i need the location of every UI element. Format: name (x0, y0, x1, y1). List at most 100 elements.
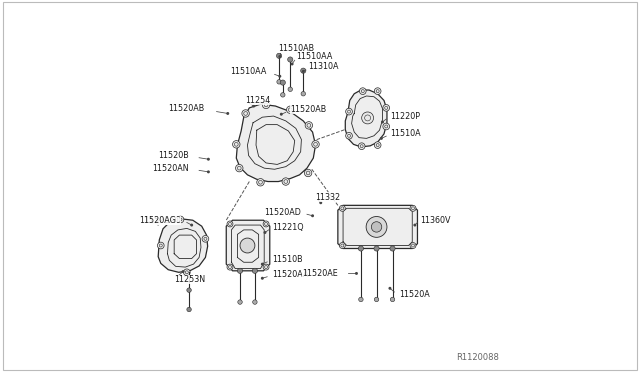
Text: 11520AE: 11520AE (302, 269, 338, 278)
Circle shape (346, 132, 353, 139)
Circle shape (302, 70, 305, 73)
Circle shape (263, 221, 269, 227)
Polygon shape (346, 90, 387, 147)
Polygon shape (338, 205, 417, 248)
Text: 11310A: 11310A (308, 62, 339, 71)
Circle shape (187, 307, 191, 312)
Circle shape (207, 170, 210, 173)
Circle shape (339, 205, 346, 211)
Circle shape (355, 272, 358, 275)
Text: 11510A: 11510A (390, 129, 420, 138)
Circle shape (280, 113, 283, 116)
Circle shape (227, 112, 229, 115)
Circle shape (207, 158, 210, 161)
Circle shape (252, 268, 257, 273)
Circle shape (238, 300, 243, 304)
Circle shape (383, 123, 390, 130)
Circle shape (157, 222, 159, 225)
Circle shape (371, 222, 381, 232)
Text: 11254: 11254 (245, 96, 270, 105)
Circle shape (311, 214, 314, 217)
Circle shape (390, 246, 395, 251)
Circle shape (264, 231, 266, 234)
Circle shape (282, 178, 289, 185)
Text: 11520AB: 11520AB (168, 104, 204, 113)
Circle shape (263, 264, 269, 270)
Circle shape (339, 243, 346, 248)
Circle shape (177, 216, 184, 223)
Circle shape (240, 238, 255, 253)
Circle shape (358, 297, 363, 302)
Polygon shape (236, 104, 316, 182)
Circle shape (358, 143, 365, 150)
Text: 11520AB: 11520AB (291, 105, 326, 114)
Text: 11520AD: 11520AD (264, 208, 301, 217)
Circle shape (253, 300, 257, 304)
Circle shape (190, 224, 193, 227)
Text: 11510AA: 11510AA (230, 67, 266, 76)
Circle shape (261, 277, 264, 280)
Circle shape (280, 80, 285, 85)
Circle shape (184, 269, 190, 276)
Circle shape (374, 142, 381, 148)
Circle shape (278, 55, 282, 58)
Circle shape (232, 141, 240, 148)
Polygon shape (158, 219, 207, 272)
Circle shape (261, 263, 264, 266)
Circle shape (388, 287, 392, 290)
Circle shape (381, 121, 384, 124)
Circle shape (287, 106, 294, 113)
Circle shape (380, 137, 383, 140)
Circle shape (187, 288, 191, 292)
Circle shape (362, 112, 374, 124)
Circle shape (288, 87, 292, 92)
Circle shape (182, 270, 184, 273)
Circle shape (280, 93, 285, 97)
Text: R1120088: R1120088 (456, 353, 499, 362)
Circle shape (390, 297, 395, 302)
Circle shape (227, 264, 233, 270)
Circle shape (157, 242, 164, 249)
Circle shape (301, 68, 306, 73)
Circle shape (374, 88, 381, 94)
Text: 11220P: 11220P (390, 112, 420, 121)
Circle shape (262, 101, 270, 109)
Text: 11520AA: 11520AA (273, 270, 309, 279)
Circle shape (374, 246, 379, 251)
Text: 11520A: 11520A (399, 290, 429, 299)
Text: 11520AN: 11520AN (152, 164, 189, 173)
Circle shape (410, 243, 416, 248)
Circle shape (358, 246, 364, 251)
Circle shape (276, 53, 282, 58)
Circle shape (374, 297, 379, 302)
Text: 11510B: 11510B (273, 255, 303, 264)
Text: 11510AA: 11510AA (296, 52, 332, 61)
Circle shape (242, 110, 250, 117)
Circle shape (410, 205, 416, 211)
Circle shape (383, 105, 390, 111)
Circle shape (346, 108, 353, 115)
Circle shape (305, 122, 312, 129)
Circle shape (202, 235, 209, 242)
Circle shape (301, 92, 305, 96)
Circle shape (277, 80, 282, 84)
Circle shape (252, 105, 255, 108)
Text: 11253N: 11253N (174, 275, 205, 284)
Circle shape (312, 141, 319, 148)
Circle shape (257, 179, 264, 186)
Circle shape (287, 57, 293, 62)
Circle shape (278, 75, 282, 78)
Circle shape (319, 201, 322, 204)
Text: 11332: 11332 (316, 193, 340, 202)
Circle shape (291, 62, 294, 65)
Circle shape (236, 164, 243, 172)
Circle shape (237, 268, 243, 273)
Text: 11360V: 11360V (420, 216, 450, 225)
Circle shape (305, 169, 312, 177)
Circle shape (413, 224, 417, 227)
Text: 11510AB: 11510AB (278, 44, 314, 53)
Text: 11520B: 11520B (158, 151, 189, 160)
Text: 11520AC: 11520AC (144, 216, 180, 225)
Polygon shape (227, 220, 270, 271)
Text: 11221Q: 11221Q (273, 223, 304, 232)
